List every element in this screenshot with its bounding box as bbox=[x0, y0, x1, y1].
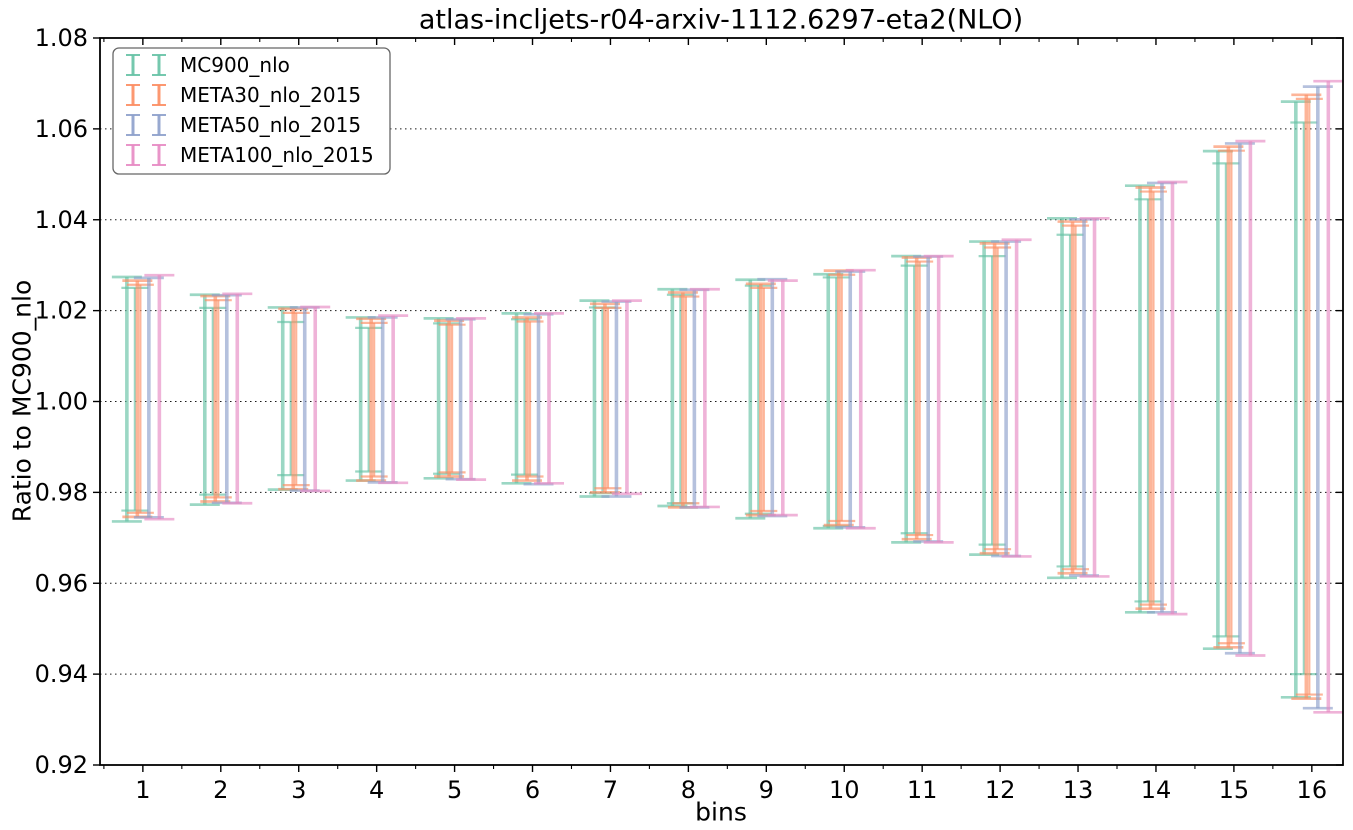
x-tick-label: 6 bbox=[525, 776, 540, 804]
legend bbox=[112, 47, 391, 175]
x-tick-label: 1 bbox=[135, 776, 150, 804]
errorbar-MC900_nlo-bin14 bbox=[1124, 184, 1162, 614]
x-tick-label: 7 bbox=[603, 776, 618, 804]
x-tick-label: 4 bbox=[369, 776, 384, 804]
x-tick-label: 8 bbox=[681, 776, 696, 804]
errorbar-META100_nlo_2015-bin8 bbox=[689, 287, 720, 509]
x-tick-label: 3 bbox=[291, 776, 306, 804]
x-tick-label: 15 bbox=[1219, 776, 1250, 804]
errorbar-META100_nlo_2015-bin12 bbox=[1001, 238, 1032, 558]
y-axis-label: Ratio to MC900_nlo bbox=[7, 279, 37, 523]
y-tick-label: 0.92 bbox=[35, 751, 88, 779]
x-tick-label: 5 bbox=[447, 776, 462, 804]
errorbar-MC900_nlo-bin4 bbox=[345, 316, 383, 482]
errorbar-MC900_nlo-bin1 bbox=[111, 275, 149, 523]
errorbar-MC900_nlo-bin13 bbox=[1047, 217, 1084, 580]
legend-label: META50_nlo_2015 bbox=[180, 113, 361, 137]
x-tick-label: 13 bbox=[1063, 776, 1094, 804]
x-axis-label: bins bbox=[695, 797, 747, 827]
x-tick-label: 9 bbox=[759, 776, 774, 804]
y-tick-label: 0.98 bbox=[35, 478, 88, 506]
errorbar-META100_nlo_2015-bin15 bbox=[1235, 139, 1266, 657]
legend-label: MC900_nlo bbox=[180, 53, 290, 77]
y-tick-label: 1.06 bbox=[35, 115, 88, 143]
errorbar-MC900_nlo-bin2 bbox=[189, 293, 227, 506]
errorbar-META100_nlo_2015-bin9 bbox=[767, 279, 798, 517]
legend-label: META100_nlo_2015 bbox=[180, 143, 374, 167]
x-tick-label: 14 bbox=[1141, 776, 1172, 804]
errorbar-META30_nlo_2015-bin2 bbox=[200, 294, 232, 503]
errorbar-META100_nlo_2015-bin10 bbox=[845, 268, 876, 530]
y-tick-label: 1.08 bbox=[35, 24, 88, 52]
errorbar-META100_nlo_2015-bin16 bbox=[1313, 79, 1344, 714]
x-tick-label: 10 bbox=[829, 776, 860, 804]
chart-title: atlas-incljets-r04-arxiv-1112.6297-eta2(… bbox=[418, 4, 1024, 36]
errorbar-META100_nlo_2015-bin13 bbox=[1079, 217, 1110, 578]
legend-label: META30_nlo_2015 bbox=[180, 83, 361, 107]
errorbar-META100_nlo_2015-bin4 bbox=[378, 314, 409, 485]
y-tick-label: 0.94 bbox=[35, 660, 88, 688]
legend-entry-META30_nlo_2015: META30_nlo_2015 bbox=[126, 83, 361, 107]
y-tick-label: 1.04 bbox=[35, 206, 88, 234]
errorbar-META100_nlo_2015-bin1 bbox=[144, 273, 175, 521]
y-tick-label: 1.00 bbox=[35, 388, 88, 416]
errorbar-MC900_nlo-bin11 bbox=[891, 254, 928, 544]
x-tick-label: 16 bbox=[1297, 776, 1328, 804]
errorbar-META100_nlo_2015-bin7 bbox=[611, 299, 642, 496]
x-tick-label: 2 bbox=[213, 776, 228, 804]
errorbar-MC900_nlo-bin12 bbox=[969, 240, 1006, 556]
errorbar-META30_nlo_2015-bin10 bbox=[823, 269, 856, 527]
legend-entry-META100_nlo_2015: META100_nlo_2015 bbox=[126, 143, 374, 167]
x-tick-label: 12 bbox=[985, 776, 1016, 804]
errorbar-META100_nlo_2015-bin5 bbox=[456, 316, 487, 482]
y-tick-label: 1.02 bbox=[35, 297, 88, 325]
errorbar-MC900_nlo-bin9 bbox=[735, 278, 772, 520]
y-tick-label: 0.96 bbox=[35, 569, 88, 597]
legend-entry-MC900_nlo: MC900_nlo bbox=[126, 53, 290, 77]
x-tick-label: 11 bbox=[907, 776, 938, 804]
errorbar-META100_nlo_2015-bin2 bbox=[222, 292, 253, 505]
errorbar-META100_nlo_2015-bin6 bbox=[534, 312, 565, 485]
legend-entry-META50_nlo_2015: META50_nlo_2015 bbox=[126, 113, 361, 137]
errorbar-META100_nlo_2015-bin3 bbox=[300, 305, 331, 493]
errorbar-META100_nlo_2015-bin11 bbox=[923, 254, 954, 544]
errorbar-META100_nlo_2015-bin14 bbox=[1157, 180, 1188, 616]
